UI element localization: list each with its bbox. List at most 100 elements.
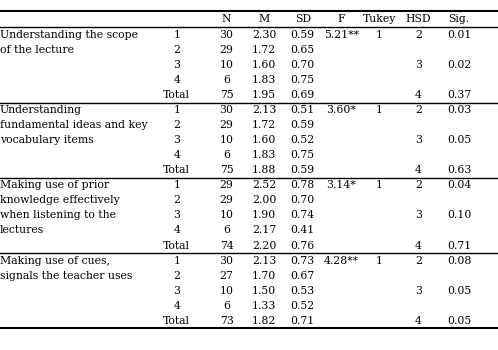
Text: 3: 3 (173, 135, 180, 145)
Text: 75: 75 (220, 165, 234, 175)
Text: 29: 29 (220, 180, 234, 190)
Text: 3: 3 (173, 286, 180, 296)
Text: 30: 30 (220, 105, 234, 115)
Text: 1.60: 1.60 (252, 135, 276, 145)
Text: 1.70: 1.70 (252, 271, 276, 281)
Text: 0.59: 0.59 (291, 165, 315, 175)
Text: 0.63: 0.63 (447, 165, 471, 175)
Text: 0.74: 0.74 (291, 210, 315, 220)
Text: 1.72: 1.72 (252, 45, 276, 55)
Text: 0.67: 0.67 (291, 271, 315, 281)
Text: vocabulary items: vocabulary items (0, 135, 94, 145)
Text: SD: SD (295, 14, 311, 24)
Text: 1.60: 1.60 (252, 60, 276, 70)
Text: 1.90: 1.90 (252, 210, 276, 220)
Text: F: F (337, 14, 345, 24)
Text: 6: 6 (223, 225, 230, 236)
Text: 2: 2 (173, 195, 180, 205)
Text: 4: 4 (415, 165, 422, 175)
Text: 1: 1 (173, 30, 180, 40)
Text: 0.78: 0.78 (291, 180, 315, 190)
Text: 0.69: 0.69 (291, 90, 315, 100)
Text: 29: 29 (220, 120, 234, 130)
Text: 1: 1 (376, 256, 383, 266)
Text: Making use of cues,: Making use of cues, (0, 256, 110, 266)
Text: 74: 74 (220, 240, 234, 251)
Text: 0.70: 0.70 (291, 60, 315, 70)
Text: 2.52: 2.52 (252, 180, 276, 190)
Text: 1.50: 1.50 (252, 286, 276, 296)
Text: 0.70: 0.70 (291, 195, 315, 205)
Text: 30: 30 (220, 256, 234, 266)
Text: 6: 6 (223, 301, 230, 311)
Text: 3.14*: 3.14* (326, 180, 356, 190)
Text: 0.03: 0.03 (447, 105, 471, 115)
Text: 4: 4 (173, 75, 180, 85)
Text: 2.00: 2.00 (252, 195, 276, 205)
Text: 3: 3 (415, 210, 422, 220)
Text: 0.05: 0.05 (447, 135, 471, 145)
Text: 0.59: 0.59 (291, 120, 315, 130)
Text: 2: 2 (415, 30, 422, 40)
Text: 10: 10 (220, 60, 234, 70)
Text: 75: 75 (220, 90, 234, 100)
Text: 4: 4 (415, 90, 422, 100)
Text: 3: 3 (415, 286, 422, 296)
Text: HSD: HSD (405, 14, 431, 24)
Text: M: M (258, 14, 269, 24)
Text: 1: 1 (376, 180, 383, 190)
Text: 0.01: 0.01 (447, 30, 471, 40)
Text: 0.10: 0.10 (447, 210, 471, 220)
Text: 0.71: 0.71 (447, 240, 471, 251)
Text: 0.05: 0.05 (447, 286, 471, 296)
Text: 29: 29 (220, 45, 234, 55)
Text: 0.76: 0.76 (291, 240, 315, 251)
Text: 27: 27 (220, 271, 234, 281)
Text: Total: Total (163, 316, 190, 326)
Text: 1.95: 1.95 (252, 90, 276, 100)
Text: 3: 3 (415, 135, 422, 145)
Text: Understanding: Understanding (0, 105, 82, 115)
Text: 0.71: 0.71 (291, 316, 315, 326)
Text: 2: 2 (173, 45, 180, 55)
Text: 2.13: 2.13 (252, 105, 276, 115)
Text: of the lecture: of the lecture (0, 45, 74, 55)
Text: Sig.: Sig. (449, 14, 470, 24)
Text: 0.65: 0.65 (291, 45, 315, 55)
Text: lectures: lectures (0, 225, 44, 236)
Text: 6: 6 (223, 150, 230, 160)
Text: 0.02: 0.02 (447, 60, 471, 70)
Text: 0.75: 0.75 (291, 150, 315, 160)
Text: 0.37: 0.37 (447, 90, 471, 100)
Text: 10: 10 (220, 286, 234, 296)
Text: 0.05: 0.05 (447, 316, 471, 326)
Text: 1.83: 1.83 (252, 150, 276, 160)
Text: 1.82: 1.82 (252, 316, 276, 326)
Text: Making use of prior: Making use of prior (0, 180, 109, 190)
Text: 1: 1 (173, 256, 180, 266)
Text: fundamental ideas and key: fundamental ideas and key (0, 120, 147, 130)
Text: 0.59: 0.59 (291, 30, 315, 40)
Text: knowledge effectively: knowledge effectively (0, 195, 120, 205)
Text: 4.28**: 4.28** (324, 256, 359, 266)
Text: 10: 10 (220, 210, 234, 220)
Text: 0.73: 0.73 (291, 256, 315, 266)
Text: 4: 4 (173, 150, 180, 160)
Text: 5.21**: 5.21** (324, 30, 359, 40)
Text: when listening to the: when listening to the (0, 210, 116, 220)
Text: Total: Total (163, 240, 190, 251)
Text: 10: 10 (220, 135, 234, 145)
Text: 1: 1 (376, 105, 383, 115)
Text: Tukey: Tukey (363, 14, 396, 24)
Text: 3: 3 (173, 60, 180, 70)
Text: 4: 4 (415, 316, 422, 326)
Text: 0.52: 0.52 (291, 301, 315, 311)
Text: 0.04: 0.04 (447, 180, 471, 190)
Text: 1: 1 (173, 105, 180, 115)
Text: 0.53: 0.53 (291, 286, 315, 296)
Text: 2: 2 (415, 256, 422, 266)
Text: 1.88: 1.88 (252, 165, 276, 175)
Text: Total: Total (163, 165, 190, 175)
Text: N: N (222, 14, 232, 24)
Text: 0.41: 0.41 (291, 225, 315, 236)
